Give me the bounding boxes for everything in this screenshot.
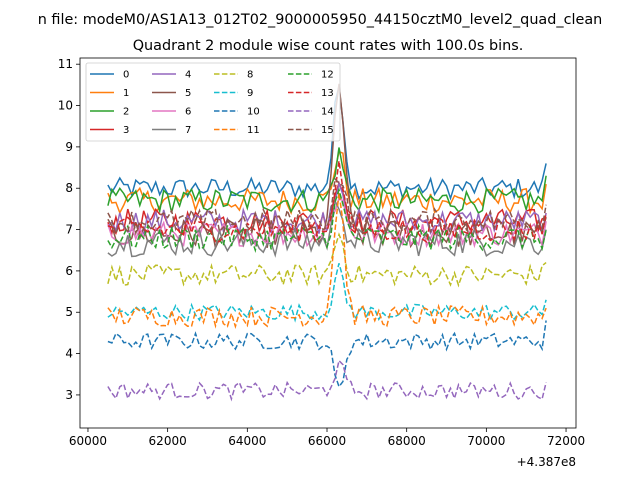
legend-box (85, 62, 341, 142)
plot-area (79, 57, 577, 429)
series-line-15 (107, 177, 547, 236)
y-tick-label: 5 (65, 305, 73, 319)
x-tick-label: 70000 (467, 434, 505, 448)
legend-label-10: 10 (247, 107, 260, 118)
legend-label-0: 0 (123, 70, 129, 81)
x-tick-label: 64000 (228, 434, 266, 448)
y-tick-label: 4 (65, 347, 73, 361)
legend-label-1: 1 (123, 88, 129, 99)
series-line-10 (107, 320, 547, 389)
y-tick-label: 8 (65, 181, 73, 195)
y-tick-label: 7 (65, 223, 73, 237)
legend-label-12: 12 (321, 70, 334, 81)
legend-label-5: 5 (185, 88, 191, 99)
x-tick-label: 68000 (388, 434, 426, 448)
y-tick-label: 10 (58, 99, 73, 113)
x-tick-label: 60000 (69, 434, 107, 448)
axes-frame (79, 57, 577, 429)
legend-label-13: 13 (321, 88, 334, 99)
legend-label-11: 11 (247, 125, 260, 136)
x-offset-label: +4.387e8 (517, 455, 576, 469)
y-tick-label: 3 (65, 388, 73, 402)
legend-label-8: 8 (247, 70, 253, 81)
series-line-11 (107, 192, 547, 329)
chart-title: Quadrant 2 module wise count rates with … (133, 38, 524, 54)
series-line-14 (107, 359, 547, 402)
legend-label-14: 14 (321, 107, 334, 118)
legend-label-2: 2 (123, 107, 129, 118)
legend-label-4: 4 (185, 70, 191, 81)
legend-label-6: 6 (185, 107, 191, 118)
legend-label-9: 9 (247, 88, 253, 99)
series-line-0 (107, 86, 547, 201)
series-line-8 (107, 232, 547, 288)
x-axis: 60000 62000 64000 66000 68000 70000 72000 (69, 428, 585, 448)
x-tick-label: 66000 (308, 434, 346, 448)
legend-label-3: 3 (123, 125, 129, 136)
y-tick-label: 6 (65, 264, 73, 278)
figure-suptitle: n file: modeM0/AS1A13_012T02_9000005950_… (38, 12, 603, 28)
y-tick-label: 11 (58, 57, 73, 71)
x-tick-label: 62000 (149, 434, 187, 448)
y-axis: 3 4 5 6 7 8 9 10 11 (58, 57, 80, 402)
series-line-9 (107, 263, 547, 323)
series-line-12 (107, 187, 547, 254)
x-tick-label: 72000 (547, 434, 585, 448)
legend-label-7: 7 (185, 125, 191, 136)
series-layer (107, 83, 547, 402)
series-line-2 (107, 147, 547, 215)
legend-label-15: 15 (321, 125, 334, 136)
y-tick-label: 9 (65, 140, 73, 154)
